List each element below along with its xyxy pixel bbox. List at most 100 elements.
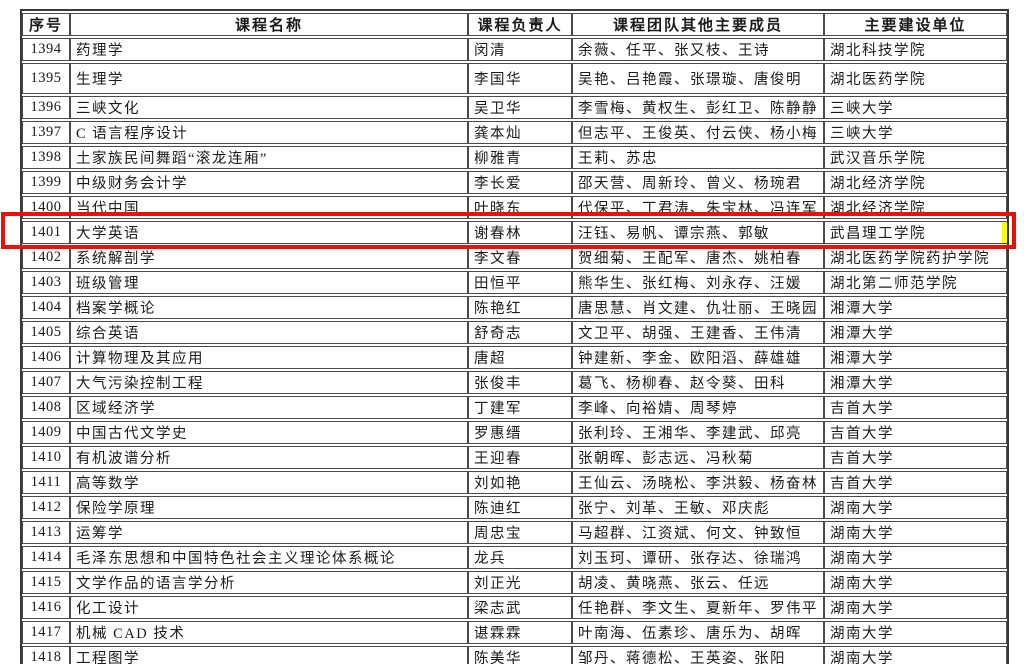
cell-seq-number: 1397 [22,121,70,144]
cell-course-name: 大学英语 [70,221,468,244]
cell-team-members: 张朝晖、彭志远、冯秋菊 [572,446,824,469]
cell-unit: 湖北经济学院 [824,171,1007,194]
cell-team-members: 胡凌、黄晓燕、张云、任远 [572,571,824,594]
table-row: 1411 高等数学 刘如艳 王仙云、汤晓松、李洪毅、杨奋林 吉首大学 [22,471,1007,494]
cell-unit: 吉首大学 [824,421,1007,444]
table-row: 1418 工程图学 陈美华 邹丹、蒋德松、王英姿、张阳 湖南大学 [22,646,1007,664]
cell-seq-number: 1418 [22,646,70,664]
cell-leader: 刘正光 [468,571,572,594]
cell-leader: 田恒平 [468,271,572,294]
cell-course-name: 综合英语 [70,321,468,344]
cell-team-members: 吴艳、吕艳霞、张璟璇、唐俊明 [572,63,824,94]
cell-seq-number: 1394 [22,38,70,61]
cell-course-name: 运筹学 [70,521,468,544]
cell-unit: 湖北科技学院 [824,38,1007,61]
cell-seq-number: 1396 [22,96,70,119]
cell-leader: 龚本灿 [468,121,572,144]
table-row: 1401 大学英语 谢春林 汪钰、易帆、谭宗燕、郭敏 武昌理工学院 [22,221,1007,244]
cell-course-name: 计算物理及其应用 [70,346,468,369]
cell-team-members: 邹丹、蒋德松、王英姿、张阳 [572,646,824,664]
cell-seq-number: 1405 [22,321,70,344]
cell-unit: 吉首大学 [824,396,1007,419]
cell-seq-number: 1410 [22,446,70,469]
cell-seq-number: 1417 [22,621,70,644]
table-row: 1398 土家族民间舞蹈“滚龙连厢” 柳雅青 王莉、苏忠 武汉音乐学院 [22,146,1007,169]
cell-course-name: 工程图学 [70,646,468,664]
cell-leader: 唐超 [468,346,572,369]
cell-unit: 湖北第二师范学院 [824,271,1007,294]
cell-unit: 湖南大学 [824,571,1007,594]
cell-leader: 李国华 [468,63,572,94]
cell-unit: 湖南大学 [824,521,1007,544]
table-row: 1412 保险学原理 陈迪红 张宁、刘革、王敏、邓庆彪 湖南大学 [22,496,1007,519]
table-row: 1396 三峡文化 吴卫华 李雪梅、黄权生、彭红卫、陈静静 三峡大学 [22,96,1007,119]
cell-course-name: 系统解剖学 [70,246,468,269]
cell-leader: 丁建军 [468,396,572,419]
course-table: 序号 课程名称 课程负责人 课程团队其他主要成员 主要建设单位 1394 药理学… [22,11,1007,664]
cell-leader: 舒奇志 [468,321,572,344]
cell-unit: 湘潭大学 [824,346,1007,369]
table-row: 1394 药理学 闵清 余薇、任平、张又枝、王诗 湖北科技学院 [22,38,1007,61]
cell-unit: 湖南大学 [824,596,1007,619]
cell-seq-number: 1414 [22,546,70,569]
cell-leader: 叶晓东 [468,196,572,219]
cell-unit: 湖南大学 [824,546,1007,569]
cell-course-name: 毛泽东思想和中国特色社会主义理论体系概论 [70,546,468,569]
table-row: 1400 当代中国 叶晓东 代保平、丁君涛、朱宝林、冯连军 湖北经济学院 [22,196,1007,219]
cell-seq-number: 1399 [22,171,70,194]
cell-team-members: 马超群、江资斌、何文、钟致恒 [572,521,824,544]
cell-seq-number: 1411 [22,471,70,494]
cell-team-members: 张利玲、王湘华、李建武、邱亮 [572,421,824,444]
cell-seq-number: 1406 [22,346,70,369]
cell-unit: 湖北经济学院 [824,196,1007,219]
cell-course-name: 药理学 [70,38,468,61]
cell-team-members: 葛飞、杨柳春、赵令葵、田科 [572,371,824,394]
table-row: 1399 中级财务会计学 李长爱 邵天营、周新玲、曾义、杨琬君 湖北经济学院 [22,171,1007,194]
cell-seq-number: 1403 [22,271,70,294]
cell-course-name: 中级财务会计学 [70,171,468,194]
cell-course-name: 生理学 [70,63,468,94]
cell-unit: 吉首大学 [824,471,1007,494]
cell-team-members: 但志平、王俊英、付云侠、杨小梅 [572,121,824,144]
cell-seq-number: 1415 [22,571,70,594]
table-row: 1397 C 语言程序设计 龚本灿 但志平、王俊英、付云侠、杨小梅 三峡大学 [22,121,1007,144]
cell-team-members: 唐思慧、肖文建、仇壮丽、王晓园 [572,296,824,319]
cell-team-members: 张宁、刘革、王敏、邓庆彪 [572,496,824,519]
cell-leader: 张俊丰 [468,371,572,394]
table-row: 1417 机械 CAD 技术 谌霖霖 叶南海、伍素珍、唐乐为、胡晖 湖南大学 [22,621,1007,644]
cell-course-name: 当代中国 [70,196,468,219]
table-row: 1416 化工设计 梁志武 任艳群、李文生、夏新年、罗伟平 湖南大学 [22,596,1007,619]
cell-seq-number: 1412 [22,496,70,519]
cell-leader: 李长爱 [468,171,572,194]
cell-course-name: C 语言程序设计 [70,121,468,144]
cell-unit: 武汉音乐学院 [824,146,1007,169]
cell-team-members: 任艳群、李文生、夏新年、罗伟平 [572,596,824,619]
cell-leader: 陈艳红 [468,296,572,319]
cell-unit: 三峡大学 [824,121,1007,144]
cell-unit: 三峡大学 [824,96,1007,119]
cell-team-members: 文卫平、胡强、王建香、王伟清 [572,321,824,344]
table-row: 1405 综合英语 舒奇志 文卫平、胡强、王建香、王伟清 湘潭大学 [22,321,1007,344]
cell-team-members: 李峰、向裕婧、周琴婷 [572,396,824,419]
table-row: 1415 文学作品的语言学分析 刘正光 胡凌、黄晓燕、张云、任远 湖南大学 [22,571,1007,594]
cell-course-name: 化工设计 [70,596,468,619]
cell-course-name: 大气污染控制工程 [70,371,468,394]
cell-seq-number: 1408 [22,396,70,419]
cell-course-name: 中国古代文学史 [70,421,468,444]
cell-unit: 湘潭大学 [824,371,1007,394]
table-row: 1407 大气污染控制工程 张俊丰 葛飞、杨柳春、赵令葵、田科 湘潭大学 [22,371,1007,394]
cell-course-name: 土家族民间舞蹈“滚龙连厢” [70,146,468,169]
cell-leader: 刘如艳 [468,471,572,494]
col-header-course-name: 课程名称 [70,13,468,36]
cell-leader: 柳雅青 [468,146,572,169]
cell-unit: 吉首大学 [824,446,1007,469]
cell-course-name: 文学作品的语言学分析 [70,571,468,594]
cell-team-members: 邵天营、周新玲、曾义、杨琬君 [572,171,824,194]
cell-team-members: 熊华生、张红梅、刘永存、汪媛 [572,271,824,294]
cell-course-name: 三峡文化 [70,96,468,119]
cell-course-name: 高等数学 [70,471,468,494]
cell-course-name: 保险学原理 [70,496,468,519]
cell-seq-number: 1401 [22,221,70,244]
cell-unit: 湖南大学 [824,496,1007,519]
